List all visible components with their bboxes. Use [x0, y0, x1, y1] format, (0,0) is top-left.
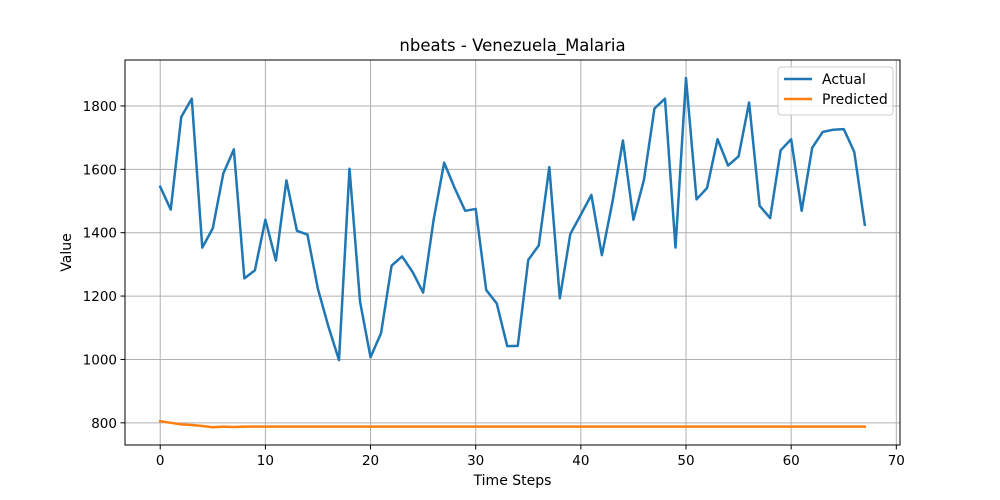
- axis-ticks: 0 10 20 30 40 50 60 70 800 1000 1200 1400 1600 1800: [83, 99, 905, 469]
- y-tick-label: 1600: [83, 162, 117, 178]
- grid-lines: [125, 60, 900, 445]
- x-tick-label: 10: [257, 453, 274, 469]
- chart-title: nbeats - Venezuela_Malaria: [399, 36, 625, 56]
- x-tick-label: 40: [572, 453, 589, 469]
- x-axis-title: Time Steps: [473, 473, 552, 489]
- y-tick-label: 1000: [83, 352, 117, 368]
- y-tick-label: 1200: [83, 289, 117, 305]
- x-tick-label: 60: [783, 453, 800, 469]
- series-line-actual: [158, 76, 867, 362]
- x-tick-label: 20: [362, 453, 379, 469]
- x-tick-label: 0: [156, 453, 165, 469]
- y-tick-label: 1800: [83, 99, 117, 115]
- x-tick-label: 70: [888, 453, 905, 469]
- legend-label-actual: Actual: [822, 72, 866, 88]
- x-tick-label: 30: [467, 453, 484, 469]
- x-tick-label: 50: [677, 453, 694, 469]
- y-tick-label: 1400: [83, 226, 117, 242]
- legend-label-predicted: Predicted: [822, 92, 888, 108]
- y-tick-label: 800: [91, 416, 117, 432]
- legend: Actual Predicted: [777, 66, 894, 116]
- plot-frame: [124, 59, 901, 446]
- series-line-predicted: [158, 419, 867, 429]
- y-axis-title: Value: [59, 233, 75, 271]
- series-lines: [158, 76, 867, 429]
